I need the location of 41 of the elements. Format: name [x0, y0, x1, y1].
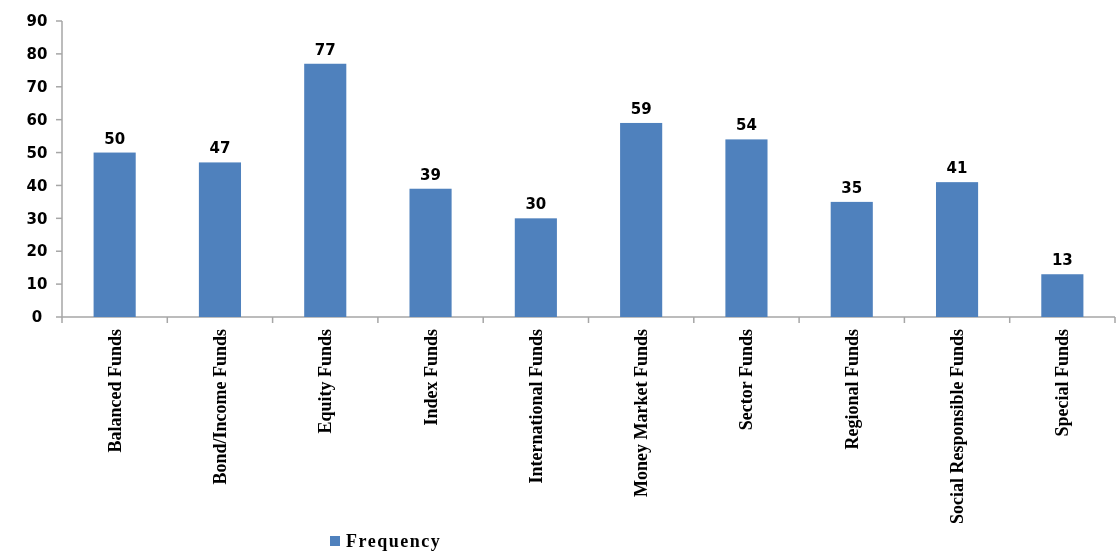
bar — [1041, 274, 1084, 317]
x-tick-label: Equity Funds — [315, 329, 336, 434]
data-label: 47 — [209, 139, 231, 158]
bar — [620, 122, 663, 317]
bar — [514, 218, 557, 317]
x-tick-label: Regional Funds — [841, 329, 862, 450]
x-tick-label: Balanced Funds — [104, 329, 125, 453]
x-tick-label: Special Funds — [1052, 329, 1073, 437]
data-label: 59 — [630, 99, 652, 118]
data-label: 13 — [1051, 251, 1073, 270]
data-label: 50 — [104, 129, 126, 148]
bar — [935, 182, 979, 317]
data-label: 35 — [841, 178, 863, 197]
x-tick-label: Sector Funds — [736, 329, 757, 431]
data-label: 39 — [420, 165, 441, 184]
bar — [830, 201, 873, 317]
bar — [409, 188, 452, 317]
y-tick-label: 60 — [26, 110, 48, 129]
bar — [304, 63, 347, 317]
x-tick-label: International Funds — [525, 329, 546, 484]
y-tick-label: 30 — [26, 209, 48, 228]
data-label: 54 — [736, 116, 757, 135]
y-tick-label: 20 — [26, 242, 48, 261]
y-tick-label: 0 — [31, 308, 43, 327]
y-tick-label: 50 — [26, 143, 48, 162]
bar — [198, 162, 242, 317]
x-tick-label: Money Market Funds — [631, 329, 652, 497]
bar — [93, 152, 136, 317]
data-label: 30 — [525, 195, 547, 214]
y-tick-label: 10 — [26, 275, 48, 294]
y-tick-label: 70 — [26, 78, 48, 97]
y-tick-label: 40 — [26, 176, 48, 195]
y-tick-label: 90 — [26, 12, 48, 31]
x-tick-label: Bond/Income Funds — [209, 329, 230, 485]
x-tick-label: Index Funds — [420, 329, 441, 426]
data-label: 41 — [946, 159, 968, 178]
data-label: 77 — [314, 40, 336, 59]
legend-label: Frequency — [346, 531, 442, 552]
y-tick-label: 80 — [26, 45, 48, 64]
bar — [725, 139, 768, 317]
x-tick-label: Social Responsible Funds — [947, 329, 968, 525]
